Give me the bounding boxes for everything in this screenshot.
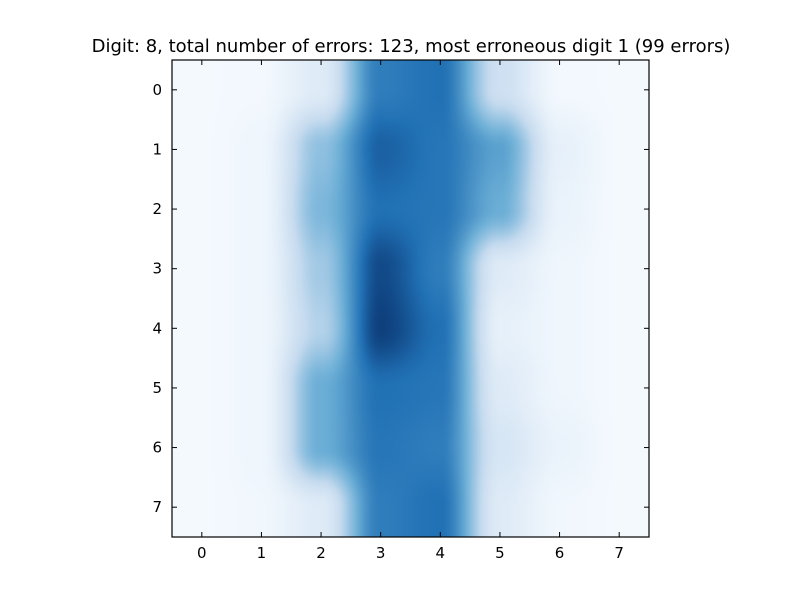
x-tick-label: 4 (436, 544, 446, 562)
x-tick-label: 5 (495, 544, 505, 562)
y-tick-label: 1 (152, 140, 162, 158)
chart-title: Digit: 8, total number of errors: 123, m… (92, 36, 731, 57)
x-tick-label: 7 (614, 544, 624, 562)
x-tick-label: 3 (376, 544, 386, 562)
x-tick-label: 1 (257, 544, 267, 562)
y-tick-label: 3 (152, 260, 162, 278)
y-tick-label: 0 (152, 81, 162, 99)
x-tick-label: 6 (555, 544, 565, 562)
y-tick-label: 6 (152, 439, 162, 457)
heatmap-image (172, 60, 649, 537)
y-tick-label: 7 (152, 498, 162, 516)
plot-frame (171, 59, 650, 538)
y-tick-label: 4 (152, 319, 162, 337)
axis-ticks: 0 1 2 3 4 5 6 7 0 1 2 3 4 5 6 7 (152, 60, 649, 562)
x-tick-label: 2 (316, 544, 326, 562)
x-tick-label: 0 (197, 544, 207, 562)
y-tick-label: 5 (152, 379, 162, 397)
heatmap-raster (172, 60, 649, 537)
y-tick-label: 2 (152, 200, 162, 218)
